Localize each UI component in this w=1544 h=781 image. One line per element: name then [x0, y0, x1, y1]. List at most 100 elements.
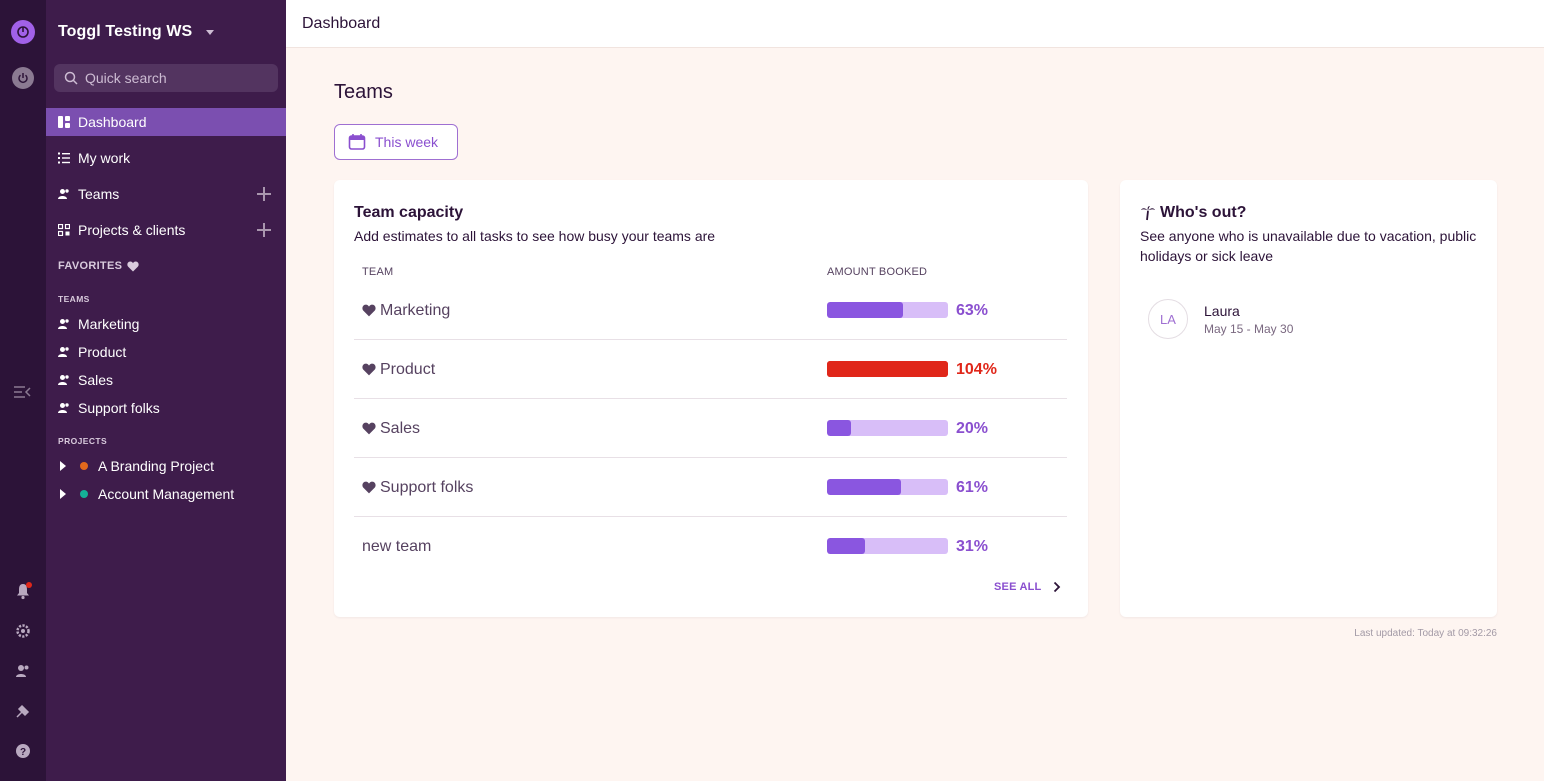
sidebar-project-account-management[interactable]: Account Management: [46, 480, 286, 508]
team-name: new team: [362, 537, 432, 555]
capacity-percent: 61%: [956, 478, 989, 496]
power-icon[interactable]: [11, 66, 35, 90]
table-row[interactable]: Support folks 61%: [354, 458, 1067, 517]
table-row[interactable]: Product 104%: [354, 340, 1067, 399]
team-icon: [58, 375, 69, 385]
capacity-percent: 104%: [956, 360, 997, 378]
top-bar: Dashboard: [286, 0, 1544, 48]
capacity-bar: [827, 302, 948, 318]
members-icon[interactable]: [11, 659, 35, 683]
project-color-dot: [80, 490, 88, 498]
collapse-sidebar-icon[interactable]: [13, 385, 31, 404]
team-name: Product: [380, 360, 436, 378]
capacity-bar-fill: [827, 361, 948, 377]
expand-triangle-icon[interactable]: [60, 461, 66, 471]
chevron-right-icon: [1054, 581, 1061, 593]
add-project-icon[interactable]: [256, 222, 272, 238]
app-rail: ?: [0, 0, 46, 781]
teams-section-header: TEAMS: [58, 294, 90, 304]
integrations-plug-icon[interactable]: [11, 699, 35, 723]
nav-label: Dashboard: [78, 114, 147, 130]
see-all-link[interactable]: SEE ALL: [994, 581, 1061, 593]
capacity-bar-fill: [827, 302, 904, 318]
capacity-percent: 20%: [956, 419, 989, 437]
column-header-amount: AMOUNT BOOKED: [827, 266, 928, 278]
whos-out-card: Who's out? See anyone who is unavailable…: [1120, 180, 1497, 617]
card-subtitle: Add estimates to all tasks to see how bu…: [354, 228, 716, 244]
project-label: A Branding Project: [98, 458, 214, 474]
team-label: Sales: [78, 372, 114, 388]
project-label: Account Management: [98, 486, 235, 502]
nav-teams[interactable]: Teams: [46, 180, 286, 208]
team-label: Marketing: [78, 316, 140, 332]
team-icon: [58, 319, 69, 329]
person-name: Laura: [1204, 303, 1240, 319]
card-subtitle: See anyone who is unavailable due to vac…: [1140, 228, 1477, 264]
period-label: This week: [375, 134, 439, 150]
heart-icon: [362, 304, 376, 317]
palm-tree-icon: [1141, 206, 1155, 221]
capacity-percent: 63%: [956, 301, 989, 319]
nav-label: My work: [78, 150, 131, 166]
table-row[interactable]: new team 31%: [354, 517, 1067, 576]
period-picker-button[interactable]: This week: [334, 124, 458, 160]
team-name: Sales: [380, 419, 421, 437]
capacity-bar-fill: [827, 479, 901, 495]
search-placeholder: Quick search: [85, 70, 167, 86]
sidebar-team-support-folks[interactable]: Support folks: [46, 394, 286, 422]
team-name: Support folks: [380, 478, 474, 496]
favorites-section-header: FAVORITES: [58, 260, 139, 272]
expand-triangle-icon[interactable]: [60, 489, 66, 499]
chevron-down-icon: [206, 29, 215, 35]
project-color-dot: [80, 462, 88, 470]
dashboard-icon: [58, 116, 70, 128]
nav-dashboard[interactable]: Dashboard: [46, 108, 286, 136]
add-team-icon[interactable]: [256, 186, 272, 202]
see-all-label: SEE ALL: [994, 581, 1042, 593]
toggl-logo-icon[interactable]: [11, 20, 35, 44]
list-icon: [58, 152, 70, 164]
nav-projects-clients[interactable]: Projects & clients: [46, 216, 286, 244]
sidebar-team-marketing[interactable]: Marketing: [46, 310, 286, 338]
sidebar-team-product[interactable]: Product: [46, 338, 286, 366]
projects-section-header: PROJECTS: [58, 436, 108, 446]
sidebar-team-sales[interactable]: Sales: [46, 366, 286, 394]
capacity-bar-fill: [827, 420, 852, 436]
calendar-icon: [348, 134, 366, 150]
capacity-bar: [827, 420, 948, 436]
settings-gear-icon[interactable]: [11, 619, 35, 643]
help-icon[interactable]: ?: [11, 739, 35, 763]
team-label: Support folks: [78, 400, 160, 416]
team-capacity-card: Team capacity Add estimates to all tasks…: [334, 180, 1088, 617]
page-header-title: Dashboard: [302, 14, 381, 32]
svg-text:?: ?: [20, 747, 26, 758]
team-label: Product: [78, 344, 127, 360]
heart-icon: [362, 481, 376, 494]
card-title-wrap: Who's out?: [1140, 204, 1246, 222]
projects-icon: [58, 224, 70, 236]
sidebar: Toggl Testing WS Quick search Dashboard …: [46, 0, 286, 781]
favorites-label: FAVORITES: [58, 260, 123, 272]
team-icon: [58, 189, 69, 199]
table-row[interactable]: Marketing 63%: [354, 281, 1067, 340]
heart-icon: [362, 363, 376, 376]
workspace-name: Toggl Testing WS: [58, 23, 193, 40]
nav-label: Projects & clients: [78, 222, 186, 238]
notifications-bell-icon[interactable]: [11, 579, 35, 603]
table-row[interactable]: Sales 20%: [354, 399, 1067, 458]
search-input[interactable]: Quick search: [54, 64, 278, 92]
team-name: Marketing: [380, 301, 451, 319]
capacity-percent: 31%: [956, 537, 989, 555]
nav-my-work[interactable]: My work: [46, 144, 286, 172]
capacity-bar: [827, 538, 948, 554]
column-header-team: TEAM: [362, 266, 394, 278]
heart-icon: [127, 261, 139, 271]
nav-label: Teams: [78, 186, 120, 202]
last-updated-text: Last updated: Today at 09:32:26: [1354, 628, 1497, 639]
avatar[interactable]: LA: [1148, 299, 1188, 339]
search-icon: [64, 71, 78, 85]
card-title: Who's out?: [1160, 204, 1247, 221]
person-absence-dates: May 15 - May 30: [1204, 322, 1294, 336]
sidebar-project-branding[interactable]: A Branding Project: [46, 452, 286, 480]
workspace-switcher[interactable]: Toggl Testing WS: [58, 21, 215, 43]
